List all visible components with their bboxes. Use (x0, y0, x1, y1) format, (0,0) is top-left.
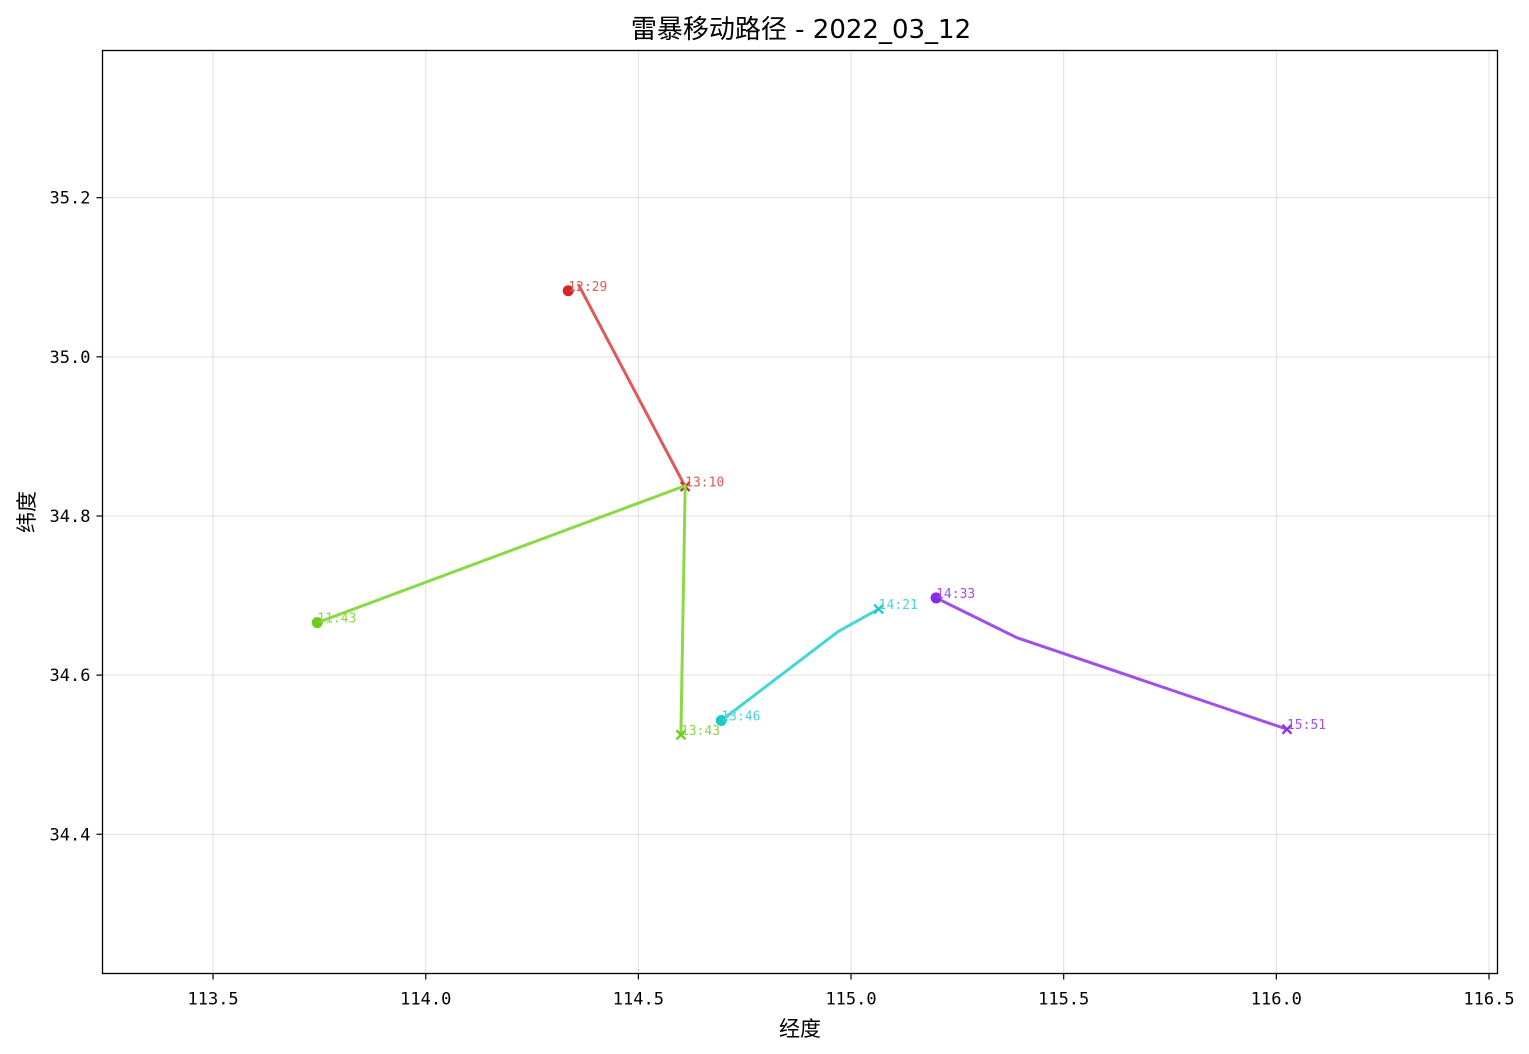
x-tick-label: 114.0 (400, 990, 451, 1010)
track-start-marker (715, 714, 727, 726)
x-tick-label: 115.0 (825, 990, 876, 1010)
x-tick-label: 116.0 (1251, 990, 1302, 1010)
track-end-marker (675, 729, 687, 741)
track-line (315, 484, 687, 737)
x-tick-label: 114.5 (613, 990, 664, 1010)
y-tick-label: 34.6 (50, 666, 91, 686)
storm-track-3: 13:46 14:21 (715, 598, 918, 726)
track-line (719, 607, 881, 722)
x-tick-label: 113.5 (187, 990, 238, 1010)
y-tick-label: 34.8 (50, 507, 91, 527)
track-end-time-label: 14:21 (879, 598, 918, 613)
track-start-time-label: 11:43 (317, 612, 356, 627)
track-end-time-label: 13:10 (685, 476, 724, 491)
y-tick-label: 34.4 (50, 825, 91, 845)
x-axis-label: 经度 (779, 1017, 821, 1041)
track-end-time-label: 15:51 (1287, 718, 1326, 733)
storm-track-1: 12:29 13:10 (562, 280, 724, 492)
track-line (577, 283, 687, 488)
track-end-marker (873, 603, 884, 615)
grid (102, 50, 1498, 974)
storm-track-4: 14:33 15:51 (930, 587, 1326, 735)
track-line (934, 596, 1289, 731)
track-start-marker (562, 285, 574, 297)
track-start-marker (930, 592, 942, 604)
track-start-time-label: 12:29 (568, 280, 607, 295)
chart-title: 雷暴移动路径 - 2022_03_12 (631, 15, 971, 45)
track-end-time-label: 13:43 (681, 724, 720, 739)
x-tick-label: 116.5 (1463, 990, 1514, 1010)
track-start-marker (311, 617, 323, 629)
storm-track-2: 11:43 13:43 (311, 484, 720, 741)
track-start-time-label: 14:33 (936, 587, 975, 602)
axes-ticks: 113.5 114.0 114.5 115.0 115.5 116.0 116.5 34.4 3… (50, 189, 1515, 1010)
y-tick-label: 35.0 (50, 348, 91, 368)
plot-frame (101, 49, 1499, 975)
x-tick-label: 115.5 (1038, 990, 1089, 1010)
track-start-time-label: 13:46 (721, 709, 760, 724)
y-tick-label: 35.2 (50, 189, 91, 209)
track-end-marker (1281, 723, 1293, 735)
y-axis-label: 纬度 (15, 491, 39, 533)
